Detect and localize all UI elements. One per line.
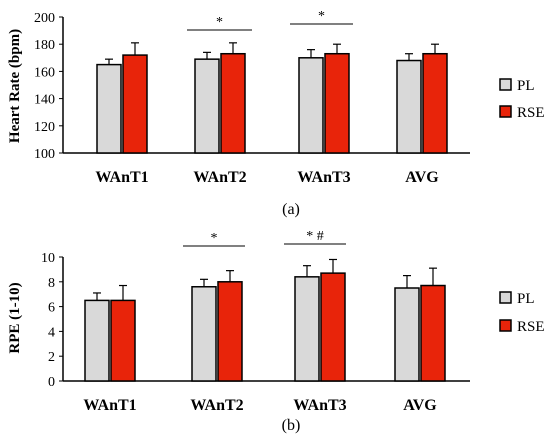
category-label: WAnT1 <box>83 397 136 414</box>
category-label: AVG <box>403 397 437 414</box>
bar-rse-want3 <box>320 272 346 382</box>
bar-pl-want2 <box>191 286 217 382</box>
significance-marker: * # <box>306 229 324 244</box>
category-label: WAnT2 <box>190 397 243 414</box>
legend-swatch-rse <box>499 105 512 118</box>
bar-pl-want1 <box>84 299 110 382</box>
y-tick-label: 100 <box>34 147 55 162</box>
legend-swatch-pl <box>499 291 512 304</box>
y-tick-label: 6 <box>48 301 55 316</box>
category-label: AVG <box>405 169 439 186</box>
y-tick-label: 8 <box>48 276 55 291</box>
bar-rse-want1 <box>122 54 148 154</box>
bar-pl-want1 <box>96 63 122 154</box>
panel-b-caption: (b) <box>282 417 301 434</box>
significance-marker: * <box>216 15 223 30</box>
panel-b-ylabel: RPE (1-10) <box>7 282 23 353</box>
category-label: WAnT2 <box>193 169 246 186</box>
bar-rse-want1 <box>110 299 136 382</box>
legend-label-rse: RSE <box>517 319 545 335</box>
panel-b-rpe-chart: 0 2 4 6 8 10 WAnT1 WAnT2 WAnT3 AVG * * # PL RSE <box>41 229 545 414</box>
bar-pl-avg <box>396 59 422 154</box>
bar-pl-avg <box>394 287 420 382</box>
category-label: WAnT1 <box>95 169 148 186</box>
y-tick-label: 200 <box>34 11 55 26</box>
bar-rse-avg <box>422 52 448 154</box>
bar-rse-want3 <box>324 52 350 154</box>
panel-a-heart-rate-chart: 100 120 140 160 180 200 WAnT1 WAnT2 WAnT3 AVG * * PL… <box>34 9 545 186</box>
panel-a-ylabel: Heart Rate (bpm) <box>7 29 23 143</box>
significance-marker: * <box>318 9 325 24</box>
category-label: WAnT3 <box>293 397 346 414</box>
category-label: WAnT3 <box>297 169 350 186</box>
y-tick-label: 180 <box>34 38 55 53</box>
y-tick-label: 140 <box>34 93 55 108</box>
legend-label-pl: PL <box>517 78 535 94</box>
legend-label-rse: RSE <box>517 105 545 121</box>
y-tick-label: 10 <box>41 251 55 266</box>
legend-label-pl: PL <box>517 291 535 307</box>
bar-rse-want2 <box>220 52 246 154</box>
y-tick-label: 160 <box>34 65 55 80</box>
y-tick-label: 0 <box>48 375 55 390</box>
bar-rse-want2 <box>217 281 243 382</box>
bar-pl-want3 <box>298 57 324 154</box>
y-tick-label: 2 <box>48 350 55 365</box>
significance-marker: * <box>211 231 218 246</box>
y-tick-label: 4 <box>48 325 55 340</box>
bar-pl-want2 <box>194 58 220 154</box>
y-tick-label: 120 <box>34 120 55 135</box>
legend-swatch-pl <box>499 78 512 91</box>
legend-swatch-rse <box>499 319 512 332</box>
bar-rse-avg <box>420 284 446 382</box>
bar-pl-want3 <box>294 276 320 382</box>
panel-a-caption: (a) <box>282 201 300 218</box>
